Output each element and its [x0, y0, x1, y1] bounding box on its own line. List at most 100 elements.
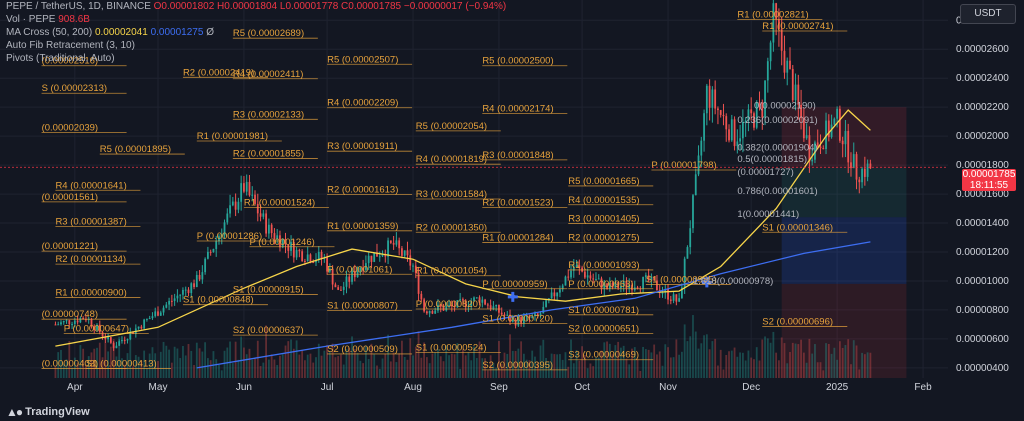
volume-bar [844, 345, 847, 378]
candle-body [722, 114, 725, 117]
legend-ma-row[interactable]: MA Cross (50, 200) 0.00002041 0.00001275… [6, 26, 506, 39]
volume-bar [431, 353, 434, 378]
candle-body [234, 201, 237, 210]
candle-body [126, 339, 129, 341]
candle-body [459, 299, 462, 301]
candle-body [212, 248, 215, 253]
volume-bar [464, 355, 467, 378]
pivot-label: S1 (0.00000781) [568, 305, 639, 316]
volume-bar [836, 359, 839, 378]
candle-body [786, 60, 789, 73]
candle-body [409, 255, 412, 266]
candle-body [132, 331, 134, 334]
volume-bar [522, 353, 525, 378]
volume-bar [340, 354, 342, 378]
candle-body [93, 326, 96, 330]
y-axis-tick-label: 0.00002200 [956, 102, 1009, 113]
legend-volume-row[interactable]: Vol · PEPE 908.6B [6, 13, 506, 26]
volume-bar [331, 343, 334, 378]
volume-bar [154, 353, 157, 378]
volume-bar [82, 348, 85, 378]
candle-body [753, 113, 755, 128]
pivot-label: R4 (0.00001641) [55, 180, 126, 191]
volume-bar [478, 341, 481, 378]
candle-body [401, 248, 403, 256]
volume-bar [259, 366, 262, 378]
candle-body [764, 80, 766, 118]
volume-bar [148, 353, 151, 378]
candle-body [858, 179, 861, 183]
volume-bar [511, 350, 514, 378]
candle-body [622, 280, 625, 287]
candle-body [852, 154, 855, 169]
candle-body [672, 294, 675, 301]
volume-bar [323, 350, 326, 378]
candle-body [326, 257, 328, 272]
pivot-label: P (0.00001286) [197, 231, 262, 242]
volume-bar [611, 354, 614, 378]
candle-body [861, 168, 863, 183]
volume-bar [450, 353, 453, 378]
volume-bar [694, 331, 697, 378]
candle-body [118, 341, 121, 346]
volume-bar [703, 335, 705, 378]
candle-body [370, 255, 373, 262]
currency-button[interactable]: USDT [960, 4, 1016, 24]
volume-bar [656, 354, 658, 378]
volume-bar [132, 366, 134, 378]
volume-bar [608, 343, 611, 378]
candle-body [475, 297, 478, 299]
candle-body [805, 135, 808, 139]
volume-bar [292, 348, 295, 378]
volume-bar [863, 354, 866, 378]
candle-body [146, 318, 148, 320]
candle-body [90, 319, 93, 327]
candle-body [154, 311, 157, 317]
symbol-title[interactable]: PEPE / TetherUS, 1D, BINANCE [6, 1, 151, 12]
candle-body [60, 322, 62, 325]
candle-body [597, 278, 600, 280]
volume-bar [556, 354, 559, 378]
volume-bar [398, 353, 401, 378]
candle-body [761, 102, 764, 118]
candle-body [123, 339, 126, 341]
volume-bar [195, 342, 198, 378]
candle-body [98, 324, 101, 333]
candle-body [226, 213, 229, 223]
ma-hidden-icon[interactable]: Ø [206, 27, 214, 38]
candle-body [328, 268, 331, 272]
tradingview-brand[interactable]: ▲● TradingView [6, 405, 90, 419]
pivot-label: R4 (0.00002209) [327, 98, 398, 109]
fib-retracement-label[interactable]: Auto Fib Retracement (3, 10) [6, 40, 135, 51]
candle-body [694, 174, 697, 196]
volume-bar [109, 346, 112, 378]
candle-body [184, 289, 187, 291]
volume-bar [62, 363, 65, 378]
candle-body [750, 109, 753, 114]
volume-bar [644, 349, 647, 378]
volume-bar [378, 368, 381, 378]
candle-body [617, 281, 620, 289]
volume-bar [273, 359, 276, 378]
volume-bar [245, 354, 248, 378]
volume-bar [101, 357, 104, 378]
candle-body [273, 233, 276, 240]
candle-body [595, 279, 597, 281]
volume-bar [769, 342, 772, 378]
candle-body [819, 146, 822, 148]
volume-bar [448, 355, 450, 378]
candle-body [503, 314, 506, 316]
candle-body [298, 249, 301, 252]
candle-body [520, 317, 523, 324]
y-axis-tick-label: 0.00000800 [956, 305, 1009, 316]
volume-bar [353, 348, 356, 378]
pivots-label[interactable]: Pivots (Traditional, Auto) [6, 53, 115, 64]
volume-bar [151, 347, 154, 378]
candle-body [553, 292, 556, 297]
volume-bar [717, 365, 719, 378]
volume-bar [678, 354, 681, 378]
candle-body [678, 298, 681, 302]
candle-body [608, 283, 611, 290]
volume-bar [534, 356, 536, 378]
